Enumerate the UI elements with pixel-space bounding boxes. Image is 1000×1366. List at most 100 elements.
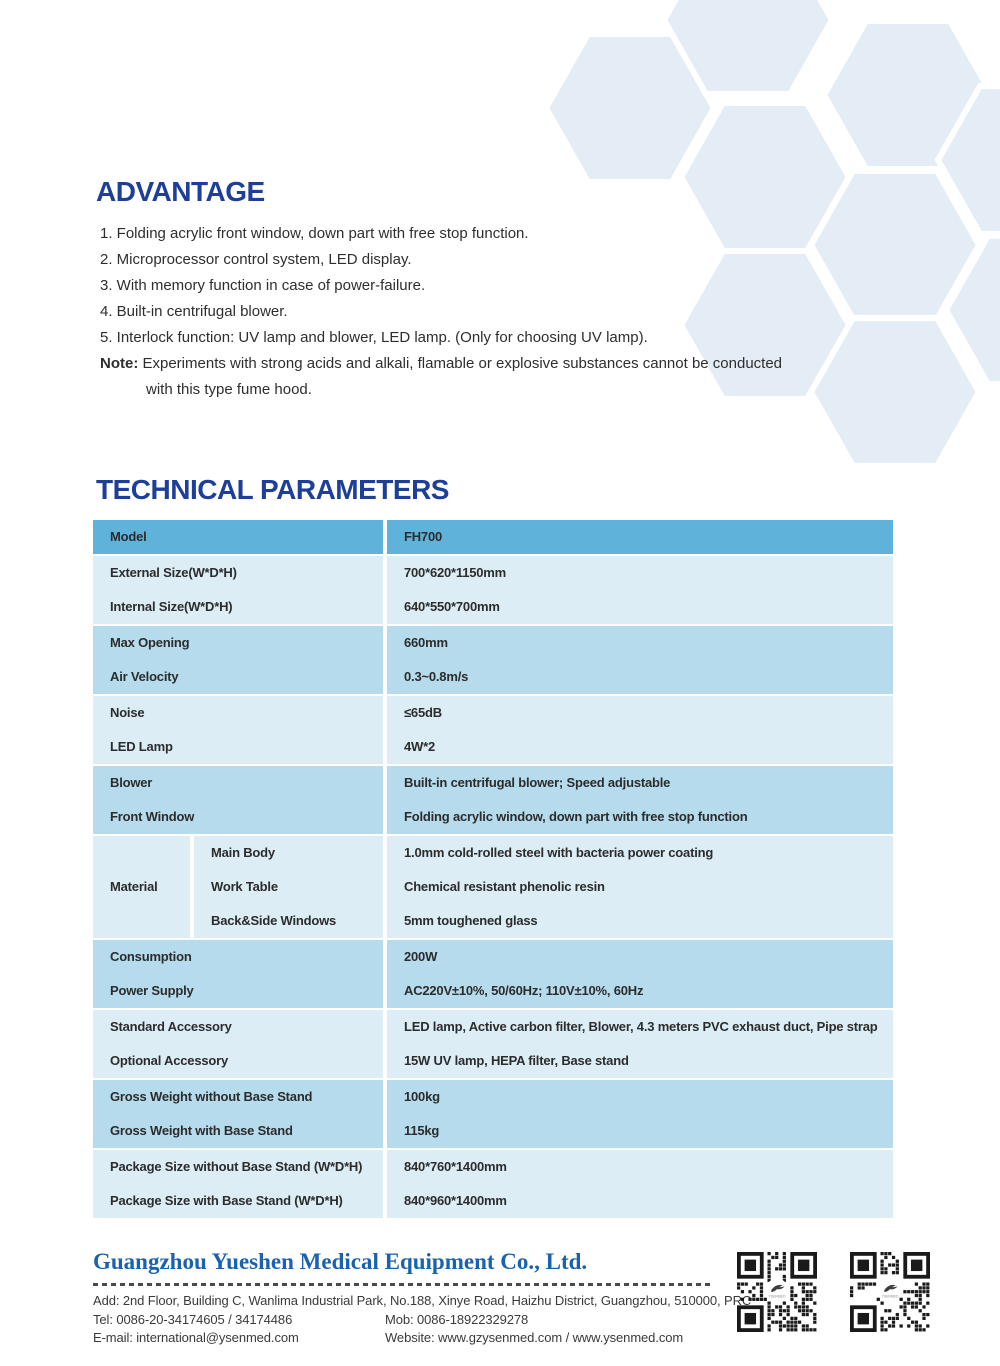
qr-module [775,1305,779,1309]
row-label: LED Lamp [93,730,383,764]
qr-module [880,1320,884,1324]
advantage-item: 1. Folding acrylic front window, down pa… [100,225,529,242]
qr-module [767,1267,771,1271]
qr-module [778,1305,783,1309]
qr-module [914,1305,918,1309]
table-row: Package Size without Base Stand (W*D*H) 8… [93,1150,893,1184]
qr-module [782,1274,786,1279]
company-name: Guangzhou Yueshen Medical Equipment Co.,… [93,1249,588,1274]
row-value: 200W [387,940,893,974]
qr-module [801,1328,805,1332]
row-value: Built-in centrifugal blower; Speed adjus… [387,766,893,800]
qr-module [876,1297,880,1301]
qr-module [805,1282,809,1286]
table-row: Blower Built-in centrifugal blower; Speed… [93,766,893,800]
qr-module [922,1290,926,1294]
advantage-item: 2. Microprocessor control system, LED di… [100,251,412,268]
qr-module [790,1293,794,1298]
row-label: Gross Weight without Base Stand [93,1080,383,1114]
advantage-list: 1. Folding acrylic front window, down pa… [100,221,860,403]
qr-module [767,1263,771,1267]
qr-module [782,1259,786,1263]
qr-module [880,1271,884,1275]
qr-module [767,1259,771,1263]
qr-module [748,1297,752,1301]
bird-logo-icon [771,1284,785,1292]
qr-module [850,1293,854,1298]
qr-module [891,1316,896,1320]
qr-module [771,1309,775,1313]
qr-module [861,1282,865,1286]
qr-module [801,1286,805,1290]
material-sub-rows: Main Body 1.0mm cold-rolled steel with ba… [194,836,893,938]
qr-module [918,1301,922,1305]
qr-module [922,1312,926,1317]
row-label: Optional Accessory [93,1044,383,1078]
qr-module [880,1267,884,1271]
qr-module [767,1271,771,1275]
row-label: Blower [93,766,383,800]
qr-module [918,1286,922,1290]
table-row: Gross Weight without Base Stand 100kg [93,1080,893,1114]
qr-module [880,1316,884,1320]
qr-module [782,1316,786,1320]
qr-module [918,1309,922,1313]
table-row: Optional Accessory 15W UV lamp, HEPA filt… [93,1044,893,1078]
qr-module [759,1293,764,1298]
qr-module [891,1263,896,1267]
qr-logo-circle [878,1278,902,1302]
qr-module [891,1320,896,1324]
qr-module [740,1282,745,1286]
qr-module [763,1297,767,1301]
qr-module [888,1263,892,1267]
qr-module [767,1278,771,1282]
row-label: Consumption [93,940,383,974]
row-label: Internal Size(W*D*H) [93,590,383,624]
row-value: 700*620*1150mm [387,556,893,590]
qr-module [903,1301,907,1305]
row-label: Work Table [194,870,383,904]
qr-module [801,1290,805,1294]
qr-module [880,1252,884,1256]
qr-module [813,1301,817,1305]
row-value: 0.3~0.8m/s [387,660,893,694]
qr-module [899,1297,903,1301]
qr-module [786,1312,790,1317]
qr-module [767,1305,771,1309]
row-value: Chemical resistant phenolic resin [387,870,893,904]
company-email: E-mail: international@ysenmed.com [93,1330,299,1345]
qr-module [767,1309,771,1313]
qr-module [813,1328,817,1332]
qr-module [794,1320,798,1324]
qr-module [926,1301,930,1305]
qr-module [801,1324,805,1328]
qr-module [759,1297,764,1301]
qr-module [771,1312,775,1317]
table-header-row: Model FH700 [93,520,893,554]
qr-module [918,1293,922,1298]
qr-module [748,1290,752,1294]
company-tel: Tel: 0086-20-34174605 / 34174486 [93,1312,293,1327]
company-website: Website: www.gzysenmed.com / www.ysenmed… [385,1330,684,1345]
qr-module [865,1282,869,1286]
qr-module [775,1255,779,1260]
qr-module [850,1286,854,1290]
table-row: Air Velocity 0.3~0.8m/s [93,660,893,694]
qr-module [744,1259,757,1272]
qr-module [767,1328,771,1332]
qr-module [794,1324,798,1328]
qr-module [794,1301,798,1305]
qr-module [903,1305,907,1309]
qr-module [926,1282,930,1286]
qr-module [910,1301,915,1305]
qr-module [869,1282,873,1286]
qr-module [918,1324,922,1328]
table-row: LED Lamp 4W*2 [93,730,893,764]
qr-module [895,1316,899,1320]
material-span-label: Material [93,836,190,938]
qr-code-icon: YSENMED [737,1252,817,1332]
qr-module [813,1290,817,1294]
qr-module [790,1297,794,1301]
qr-module [914,1301,918,1305]
